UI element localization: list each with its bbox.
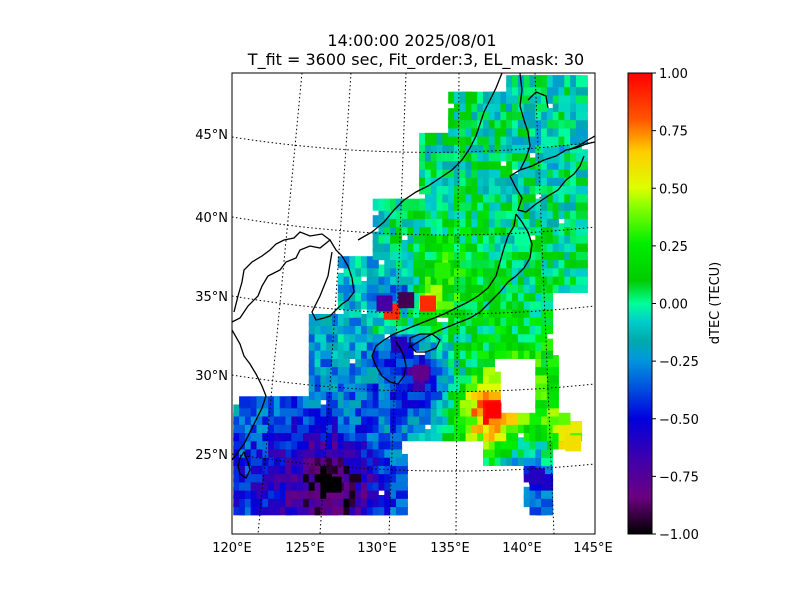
colorbar-tick-label: −1.00 (659, 528, 699, 543)
colorbar-ticks: 1.00 0.75 0.50 0.25 0.00 −0.25 −0.50 −0.75 −1.00 (652, 67, 699, 543)
dtec-notable-cell (485, 402, 502, 419)
graticule (232, 73, 595, 534)
parallel-45 (232, 136, 595, 153)
colorbar-tick-label: 0.25 (659, 240, 688, 255)
coast-china-east (232, 329, 267, 461)
dtec-notable-cell (325, 476, 342, 493)
chart-title-line1: 14:00:00 2025/08/01 (327, 31, 496, 50)
dtec-cell (506, 412, 519, 425)
colorbar-tick-label: 0.50 (659, 182, 688, 197)
x-tick-120: 120°E (212, 541, 252, 556)
dtec-cell (308, 314, 321, 326)
dtec-notable-cell (376, 295, 393, 312)
x-tick-labels: 120°E 125°E 130°E 135°E 140°E 145°E (212, 541, 613, 556)
map-frame (231, 72, 596, 535)
parallel-35 (232, 295, 595, 315)
dtec-cell (517, 412, 530, 425)
dtec-notable-cell (412, 364, 429, 381)
parallel-25 (232, 453, 595, 472)
colorbar-label: dTEC (TECU) (708, 262, 723, 345)
y-tick-40: 40°N (195, 211, 228, 226)
meridian-145 (534, 73, 555, 534)
y-tick-labels: 25°N 30°N 35°N 40°N 45°N (195, 128, 228, 463)
parallel-30 (232, 374, 595, 393)
dtec-notable-cell (398, 292, 415, 309)
coast-kyushu (371, 339, 407, 385)
dtec-cell (558, 412, 571, 425)
meridian-130 (319, 73, 352, 534)
dtec-notable-cell (391, 336, 407, 353)
coast-korea-china (232, 231, 332, 323)
coast-shikoku (409, 333, 441, 353)
dtec-cell (401, 198, 414, 211)
dtec-cell (320, 314, 333, 326)
colorbar-tick-label: 1.00 (659, 67, 688, 82)
y-tick-35: 35°N (195, 290, 228, 305)
dtec-notable-cell (514, 229, 531, 246)
meridian-125 (257, 73, 303, 534)
coastlines (232, 73, 595, 479)
dtec-cell (575, 75, 588, 88)
meridian-135 (388, 73, 407, 534)
coast-taiwan (237, 450, 251, 479)
parallel-40 (232, 216, 595, 236)
y-tick-25: 25°N (195, 448, 228, 463)
colorbar-tick-label: −0.25 (659, 355, 699, 370)
x-tick-125: 125°E (285, 541, 325, 556)
y-tick-45: 45°N (195, 128, 228, 143)
dtec-cell (239, 396, 252, 409)
dtec-notable-cell (528, 468, 545, 485)
y-tick-30: 30°N (195, 369, 228, 384)
coast-korea-peninsula (311, 239, 355, 321)
dtec-notable-cell (565, 435, 582, 452)
colorbar-tick-label: −0.50 (659, 413, 699, 428)
x-tick-140: 140°E (502, 541, 542, 556)
colorbar: 1.00 0.75 0.50 0.25 0.00 −0.25 −0.50 −0.75 −1.00… (627, 67, 723, 543)
dtec-notable-cell (420, 295, 436, 312)
dtec-notable-cell (434, 262, 451, 279)
chart-title-line2: T_fit = 3600 sec, Fit_order:3, EL_mask: … (247, 50, 584, 70)
coast-hokkaido (509, 141, 595, 213)
coast-russia (357, 73, 503, 241)
dtec-cell (465, 91, 478, 104)
dtec-cell (575, 116, 588, 129)
meridian-140 (455, 73, 460, 534)
colorbar-gradient (627, 72, 653, 535)
colorbar-tick-label: −0.75 (659, 470, 699, 485)
x-tick-145: 145°E (573, 541, 613, 556)
colorbar-tick-label: 0.75 (659, 125, 688, 140)
coast-sakhalin (519, 73, 549, 171)
coast-kurils (567, 135, 595, 151)
x-tick-130: 130°E (357, 541, 397, 556)
colorbar-tick-label: 0.00 (659, 298, 688, 313)
x-tick-135: 135°E (430, 541, 470, 556)
dtec-cell (570, 421, 583, 433)
coast-honshu (383, 213, 533, 349)
